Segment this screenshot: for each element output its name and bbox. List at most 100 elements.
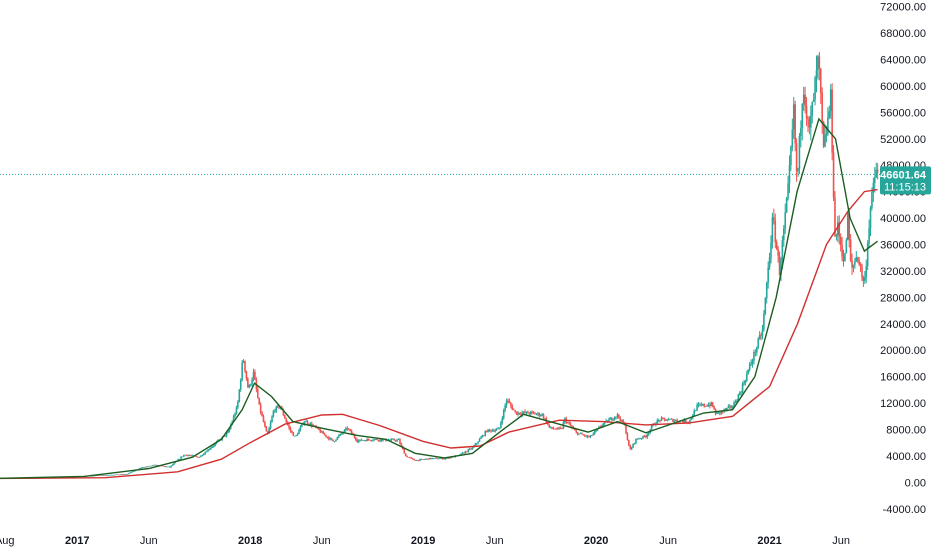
- candle-body: [501, 418, 504, 423]
- candle-body: [856, 257, 859, 261]
- candle-body: [411, 458, 414, 459]
- candle-body: [241, 362, 243, 380]
- candle-body: [707, 404, 710, 407]
- candle-body: [343, 429, 346, 433]
- candle-body: [575, 430, 578, 433]
- candle-body: [475, 443, 478, 444]
- candle-body: [289, 427, 292, 431]
- candle-body: [788, 165, 791, 184]
- candle-body: [338, 435, 340, 438]
- y-axis[interactable]: -4000.00 0.00 4000.00 8000.00 12000.00 16000.…: [880, 2, 926, 516]
- candle-body: [734, 402, 737, 403]
- candle-body: [797, 168, 799, 172]
- candle-body: [647, 432, 650, 435]
- candle-body: [150, 465, 152, 467]
- candle-body: [485, 431, 488, 433]
- candle-body: [305, 421, 307, 422]
- candle-body: [293, 435, 296, 437]
- candle-body: [345, 428, 347, 430]
- candle-body: [591, 435, 593, 436]
- candle-body: [819, 68, 822, 94]
- candle-body: [119, 474, 121, 476]
- candle-body: [854, 261, 856, 265]
- candle-body: [470, 448, 472, 450]
- candle-body: [262, 416, 265, 422]
- x-axis[interactable]: Aug 2017 Jun 2018 Jun 2019 Jun 2020 Jun 2021 Jun: [0, 535, 850, 547]
- candle-body: [153, 465, 155, 466]
- candle-body: [320, 431, 323, 433]
- candle-body: [426, 458, 428, 460]
- candle-body: [672, 419, 674, 422]
- candle-body: [276, 405, 279, 407]
- candle-body: [225, 433, 228, 437]
- candle-body: [399, 439, 401, 444]
- candle-body: [373, 439, 376, 441]
- candle-body: [448, 457, 451, 459]
- candle-body: [593, 431, 596, 434]
- candle-body: [248, 385, 251, 388]
- candle-body: [791, 129, 794, 147]
- candle-body: [763, 313, 765, 330]
- y-tick-label: 20000.00: [880, 345, 926, 357]
- candle-body: [392, 439, 394, 440]
- candle-body: [720, 411, 723, 414]
- candle-body: [839, 236, 842, 245]
- candle-body: [291, 430, 293, 433]
- candle-body: [467, 449, 469, 452]
- x-tick-label: 2019: [411, 535, 435, 547]
- candle-body: [484, 431, 487, 436]
- y-tick-label: 0.00: [905, 477, 926, 489]
- candle-body: [104, 475, 107, 476]
- candle-body: [855, 257, 858, 262]
- x-tick-label: 2018: [238, 535, 262, 547]
- candle-body: [386, 440, 388, 442]
- candle-body: [510, 403, 512, 406]
- candle-body: [272, 411, 275, 417]
- candle-body: [197, 456, 199, 458]
- candle-body: [576, 432, 579, 435]
- candle-body: [407, 457, 410, 458]
- candle-body: [640, 438, 643, 439]
- candle-body: [618, 414, 620, 418]
- candle-body: [795, 143, 798, 172]
- candle-body: [167, 466, 170, 468]
- candle-body: [831, 89, 833, 153]
- y-tick-label: 16000.00: [880, 372, 926, 384]
- candle-body: [871, 192, 873, 208]
- candle-body: [666, 420, 669, 421]
- candle-body: [527, 411, 529, 414]
- candle-body: [353, 434, 356, 438]
- last-price-value: 46601.64: [880, 169, 927, 181]
- candle-body: [256, 389, 259, 398]
- y-tick-label: 52000.00: [880, 134, 926, 146]
- candle-body: [100, 475, 103, 477]
- candle-body: [805, 106, 808, 118]
- candle-body: [202, 453, 205, 456]
- candle-body: [306, 421, 309, 424]
- candle-body: [629, 445, 632, 450]
- candle-body: [308, 423, 310, 425]
- candle-body: [295, 435, 297, 436]
- candle-body: [333, 441, 336, 442]
- y-tick-label: 8000.00: [886, 424, 926, 436]
- candle-body: [825, 134, 828, 136]
- candle-body: [103, 475, 106, 476]
- candle-body: [156, 465, 158, 466]
- candle-body: [460, 453, 462, 456]
- candle-body: [174, 461, 177, 464]
- candle-body: [622, 419, 624, 424]
- candle-body: [102, 475, 104, 476]
- candle-body: [205, 451, 208, 453]
- candle-body: [173, 463, 175, 465]
- candle-body: [133, 470, 135, 472]
- candle-body: [873, 177, 876, 183]
- ma-fast-line: [0, 117, 879, 479]
- candle-body: [303, 421, 306, 425]
- candle-body: [207, 449, 209, 452]
- x-tick-label: 2017: [65, 535, 89, 547]
- candle-body: [114, 474, 117, 476]
- candle-body: [851, 260, 853, 268]
- candle-body: [471, 447, 474, 450]
